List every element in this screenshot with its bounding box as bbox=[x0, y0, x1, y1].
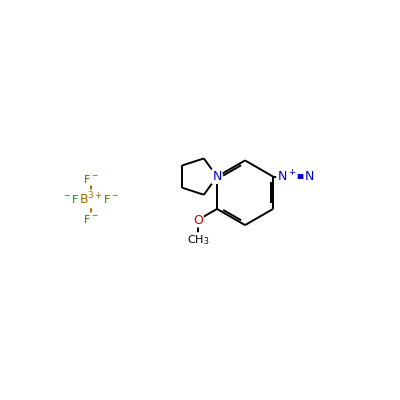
Text: O: O bbox=[193, 214, 203, 226]
Text: B$^{3+}$: B$^{3+}$ bbox=[79, 191, 103, 207]
Text: N: N bbox=[304, 170, 314, 183]
Text: F$^-$: F$^-$ bbox=[83, 213, 99, 225]
Text: $^-$F: $^-$F bbox=[62, 193, 80, 205]
Text: N$^+$: N$^+$ bbox=[277, 169, 297, 184]
Text: N: N bbox=[212, 170, 222, 183]
Text: F$^-$: F$^-$ bbox=[103, 193, 119, 205]
Text: F$^-$: F$^-$ bbox=[83, 173, 99, 185]
Text: CH$_3$: CH$_3$ bbox=[186, 233, 209, 247]
